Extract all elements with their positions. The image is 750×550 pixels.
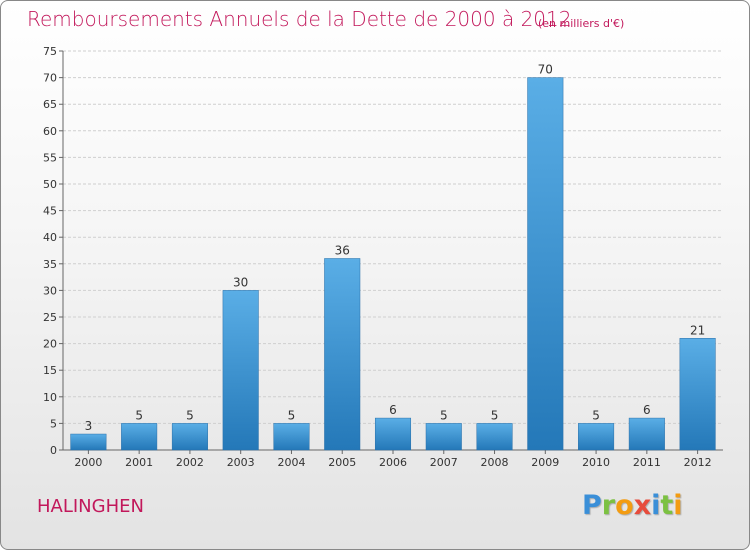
y-tick-label: 65 xyxy=(43,98,57,111)
labels: 0510152025303540455055606570753200052001… xyxy=(43,45,712,469)
bar-2010 xyxy=(578,423,615,451)
logo-letter: i xyxy=(673,490,683,521)
bar-2009 xyxy=(527,77,564,451)
x-tick-label-2012: 2012 xyxy=(684,456,712,469)
x-tick-label-2008: 2008 xyxy=(481,456,509,469)
data-label-2011: 6 xyxy=(643,403,651,417)
data-label-2005: 36 xyxy=(335,243,350,257)
bars xyxy=(70,77,716,451)
x-tick-label-2011: 2011 xyxy=(633,456,661,469)
bar-2004 xyxy=(273,423,310,451)
data-label-2001: 5 xyxy=(135,408,143,422)
x-tick-label-2001: 2001 xyxy=(125,456,153,469)
data-label-2002: 5 xyxy=(186,408,194,422)
logo-letter: o xyxy=(615,490,634,521)
data-label-2007: 5 xyxy=(440,408,448,422)
data-label-2004: 5 xyxy=(288,408,296,422)
y-tick-label: 55 xyxy=(43,151,57,164)
x-tick-label-2002: 2002 xyxy=(176,456,204,469)
y-tick-label: 25 xyxy=(43,311,57,324)
y-tick-label: 40 xyxy=(43,231,57,244)
data-label-2006: 6 xyxy=(389,403,397,417)
data-label-2008: 5 xyxy=(491,408,499,422)
bar-2005 xyxy=(324,258,361,451)
x-tick-label-2005: 2005 xyxy=(328,456,356,469)
y-tick-label: 20 xyxy=(43,338,57,351)
data-label-2009: 70 xyxy=(538,63,553,77)
logo-letter: t xyxy=(660,490,674,521)
x-tick-label-2007: 2007 xyxy=(430,456,458,469)
y-tick-label: 45 xyxy=(43,205,57,218)
bar-2000 xyxy=(70,433,107,451)
data-label-2010: 5 xyxy=(592,408,600,422)
bar-2012 xyxy=(679,338,716,451)
bar-2007 xyxy=(425,423,462,451)
y-tick-label: 10 xyxy=(43,391,57,404)
proxiti-logo: Proxiti xyxy=(582,490,683,521)
grid-lines xyxy=(63,50,723,451)
y-tick-label: 70 xyxy=(43,72,57,85)
y-tick-label: 5 xyxy=(50,417,57,430)
bar-2003 xyxy=(222,290,259,451)
y-tick-label: 35 xyxy=(43,258,57,271)
bar-2001 xyxy=(121,423,158,451)
logo-letter: r xyxy=(601,490,616,521)
bar-2002 xyxy=(171,423,208,451)
x-tick-label-2006: 2006 xyxy=(379,456,407,469)
x-tick-label-2010: 2010 xyxy=(582,456,610,469)
chart-title: Remboursements Annuels de la Dette de 20… xyxy=(27,7,572,31)
data-label-2000: 3 xyxy=(85,419,93,433)
commune-name: HALINGHEN xyxy=(37,496,144,517)
logo-letter: x xyxy=(633,490,652,521)
x-tick-label-2004: 2004 xyxy=(277,456,305,469)
y-tick-label: 15 xyxy=(43,364,57,377)
y-tick-label: 60 xyxy=(43,125,57,138)
bar-2008 xyxy=(476,423,513,451)
chart-subtitle: (en milliers d'€) xyxy=(538,17,625,30)
y-tick-label: 75 xyxy=(43,45,57,58)
x-tick-label-2000: 2000 xyxy=(74,456,102,469)
x-tick-label-2009: 2009 xyxy=(531,456,559,469)
x-tick-label-2003: 2003 xyxy=(227,456,255,469)
logo-letter: P xyxy=(582,490,602,521)
y-tick-label: 30 xyxy=(43,284,57,297)
y-tick-label: 50 xyxy=(43,178,57,191)
bar-2006 xyxy=(374,417,412,451)
data-label-2012: 21 xyxy=(690,323,705,337)
logo-letter: i xyxy=(651,490,661,521)
axes xyxy=(59,50,723,454)
bar-2011 xyxy=(628,417,665,451)
data-label-2003: 30 xyxy=(233,275,248,289)
y-tick-label: 0 xyxy=(50,444,57,457)
